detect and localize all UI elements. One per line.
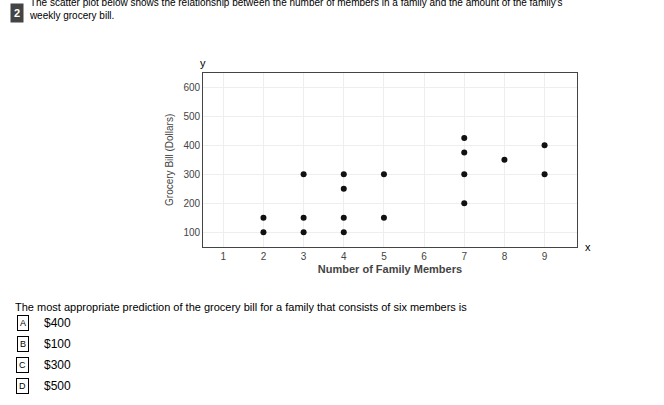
svg-text:2: 2 xyxy=(14,7,20,19)
svg-text:400: 400 xyxy=(184,140,201,151)
svg-text:$100: $100 xyxy=(44,337,71,351)
svg-text:$500: $500 xyxy=(44,379,71,393)
svg-text:x: x xyxy=(585,241,591,253)
svg-text:4: 4 xyxy=(341,251,347,262)
svg-text:The scatter plot below shows t: The scatter plot below shows the relatio… xyxy=(29,0,563,21)
svg-text:Grocery Bill (Dollars): Grocery Bill (Dollars) xyxy=(164,114,175,206)
svg-text:3: 3 xyxy=(301,251,307,262)
svg-text:Number of Family Members: Number of Family Members xyxy=(318,263,462,275)
svg-text:8: 8 xyxy=(502,251,508,262)
svg-text:The most appropriate predictio: The most appropriate prediction of the g… xyxy=(15,301,467,313)
svg-text:100: 100 xyxy=(184,227,201,238)
svg-text:2: 2 xyxy=(261,251,267,262)
svg-text:D: D xyxy=(19,381,26,391)
svg-text:$400: $400 xyxy=(44,316,71,330)
svg-text:C: C xyxy=(19,360,26,370)
svg-text:6: 6 xyxy=(421,251,427,262)
svg-text:A: A xyxy=(20,318,26,328)
svg-text:5: 5 xyxy=(381,251,387,262)
svg-text:200: 200 xyxy=(184,198,201,209)
svg-text:B: B xyxy=(20,339,26,349)
svg-text:7: 7 xyxy=(461,251,467,262)
svg-text:500: 500 xyxy=(184,111,201,122)
svg-text:$300: $300 xyxy=(44,358,71,372)
svg-text:9: 9 xyxy=(542,251,548,262)
svg-text:1: 1 xyxy=(220,251,226,262)
svg-text:300: 300 xyxy=(184,169,201,180)
svg-text:600: 600 xyxy=(184,82,201,93)
svg-text:y: y xyxy=(200,57,206,69)
